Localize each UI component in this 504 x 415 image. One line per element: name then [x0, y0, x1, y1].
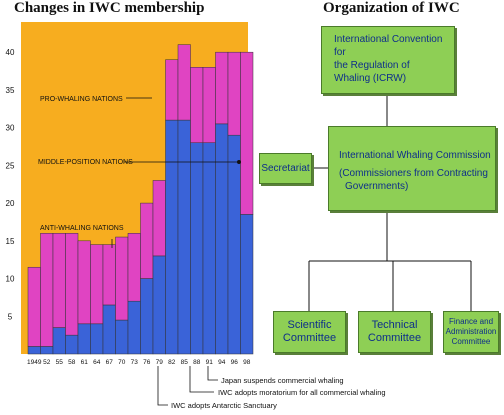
bar-pro-79: [152, 180, 166, 257]
label-anti-whaling: ANTI-WHALING NATIONS: [40, 225, 124, 232]
secretariat-label: Secretariat: [261, 163, 310, 174]
bar-anti-73: [127, 300, 141, 355]
bar-pro-67: [102, 244, 116, 306]
scientific-line-2: Committee: [282, 332, 337, 344]
x-tick-70: 70: [118, 359, 126, 366]
y-tick-30: 30: [6, 124, 15, 133]
bar-pro-73: [127, 233, 141, 302]
label-pro-whaling: PRO-WHALING NATIONS: [40, 96, 123, 103]
chart-title: Changes in IWC membership: [14, 0, 205, 16]
x-tick-91: 91: [206, 359, 214, 366]
bar-anti-88: [190, 142, 204, 355]
icrw-box: International Convention for the Regulat…: [321, 26, 455, 94]
scientific-line-1: Scientific: [287, 319, 332, 331]
x-tick-64: 64: [93, 359, 101, 366]
y-tick-20: 20: [6, 199, 15, 208]
scientific-committee-box: Scientific Committee: [273, 311, 346, 353]
bar-anti-79: [152, 255, 166, 355]
bar-anti-70: [115, 319, 129, 355]
technical-line-2: Committee: [367, 332, 422, 344]
commission-line-3: Governments): [345, 181, 409, 192]
bar-pro-52: [40, 233, 54, 347]
bar-pro-88: [190, 67, 204, 143]
annotation-bracket-sanctuary: [157, 366, 168, 406]
bar-anti-96: [227, 134, 241, 355]
bar-pro-55: [52, 233, 66, 328]
bar-pro-76: [140, 202, 154, 279]
x-tick-85: 85: [181, 359, 189, 366]
bar-pro-96: [227, 51, 241, 136]
finance-committee-box: Finance and Administration Committee: [443, 311, 499, 353]
bar-pro-82: [165, 59, 179, 121]
x-tick-94: 94: [218, 359, 226, 366]
x-tick-73: 73: [131, 359, 139, 366]
y-tick-15: 15: [6, 237, 15, 246]
y-tick-35: 35: [6, 86, 15, 95]
annotation-sanctuary: IWC adopts Antarctic Sanctuary: [171, 401, 277, 410]
annotation-bracket-moratorium: [189, 366, 214, 393]
bar-anti-58: [65, 334, 79, 355]
label-middle-position: MIDDLE-POSITION NATIONS: [38, 159, 133, 166]
middle-dot: [237, 160, 241, 164]
bar-pro-85: [177, 44, 191, 121]
x-tick-52: 52: [43, 359, 51, 366]
y-tick-40: 40: [6, 48, 15, 57]
finance-line-2: Administration: [445, 327, 497, 336]
x-tick-58: 58: [68, 359, 76, 366]
x-tick-88: 88: [193, 359, 201, 366]
x-tick-98: 98: [243, 359, 251, 366]
x-tick-82: 82: [168, 359, 176, 366]
bar-anti-55: [52, 327, 66, 355]
bar-anti-52: [40, 346, 54, 355]
x-tick-55: 55: [56, 359, 64, 366]
bar-pro-64: [90, 244, 104, 325]
commission-line-1: International Whaling Commission: [339, 150, 491, 161]
y-tick-5: 5: [8, 312, 13, 321]
bar-anti-82: [165, 119, 179, 355]
bar-pro-70: [115, 236, 129, 321]
x-tick-1949: 1949: [27, 359, 42, 366]
bar-anti-98: [240, 214, 254, 355]
bar-anti-94: [215, 123, 229, 355]
bar-pro-98: [240, 51, 254, 215]
bar-anti-67: [102, 304, 116, 355]
y-tick-10: 10: [6, 275, 15, 284]
x-tick-67: 67: [106, 359, 114, 366]
bar-anti-76: [140, 278, 154, 355]
secretariat-box: Secretariat: [259, 153, 312, 184]
commission-line-2: (Commissioners from Contracting: [339, 168, 488, 179]
bar-pro-1949: [27, 266, 41, 347]
bar-anti-64: [90, 323, 104, 355]
x-tick-76: 76: [143, 359, 151, 366]
bar-pro-94: [215, 51, 229, 125]
y-tick-25: 25: [6, 161, 15, 170]
bar-anti-1949: [27, 346, 41, 355]
annotation-japan: Japan suspends commercial whaling: [221, 376, 344, 385]
commission-box: International Whaling Commission (Commis…: [328, 126, 496, 211]
x-tick-79: 79: [156, 359, 164, 366]
technical-committee-box: Technical Committee: [358, 311, 431, 353]
bar-anti-61: [77, 323, 91, 355]
bar-pro-61: [77, 240, 91, 325]
finance-line-1: Finance and: [448, 317, 494, 326]
icrw-line-2: the Regulation of Whaling (ICRW): [334, 60, 410, 84]
finance-line-3: Committee: [451, 337, 491, 346]
annotation-bracket-japan: [207, 366, 218, 381]
bar-pro-58: [65, 233, 79, 336]
bar-anti-91: [202, 142, 216, 355]
technical-line-1: Technical: [371, 319, 418, 331]
annotation-moratorium: IWC adopts moratorium for all commercial…: [218, 388, 386, 397]
icrw-line-1: International Convention for: [334, 34, 443, 58]
bar-pro-91: [202, 67, 216, 143]
org-title: Organization of IWC: [323, 0, 460, 16]
x-tick-96: 96: [231, 359, 239, 366]
bar-anti-85: [177, 119, 191, 355]
x-tick-61: 61: [81, 359, 89, 366]
